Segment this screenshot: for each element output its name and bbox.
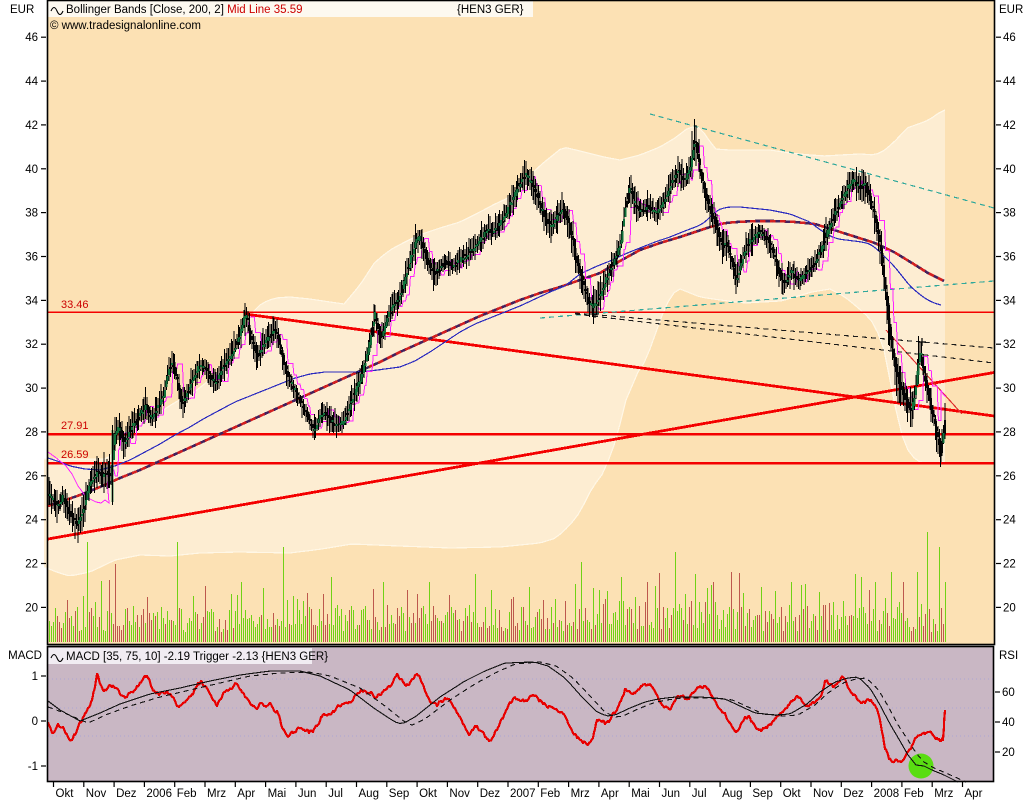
svg-text:-1: -1 <box>28 761 38 773</box>
svg-text:1: 1 <box>32 671 38 683</box>
svg-text:22: 22 <box>25 559 38 571</box>
svg-text:Jul: Jul <box>692 788 707 800</box>
svg-text:MACD [35, 75, 10] -2.19 Trigge: MACD [35, 75, 10] -2.19 Trigger -2.13 {H… <box>66 651 328 663</box>
svg-text:34: 34 <box>1003 295 1016 307</box>
svg-text:Apr: Apr <box>601 788 619 800</box>
svg-text:22: 22 <box>1003 559 1016 571</box>
svg-text:Feb: Feb <box>540 788 560 800</box>
svg-text:Aug: Aug <box>359 788 379 800</box>
svg-text:{HEN3 GER}: {HEN3 GER} <box>457 4 524 16</box>
svg-text:Feb: Feb <box>904 788 924 800</box>
svg-text:MACD: MACD <box>8 650 42 662</box>
svg-text:42: 42 <box>25 120 38 132</box>
svg-text:Jul: Jul <box>328 788 343 800</box>
svg-text:40: 40 <box>1003 164 1016 176</box>
svg-text:EUR: EUR <box>999 4 1023 16</box>
svg-text:Mrz: Mrz <box>934 788 953 800</box>
svg-text:20: 20 <box>1002 747 1015 759</box>
svg-text:33.46: 33.46 <box>61 299 89 311</box>
svg-text:40: 40 <box>1002 717 1015 729</box>
svg-text:34: 34 <box>25 295 38 307</box>
svg-text:Mrz: Mrz <box>207 788 226 800</box>
svg-text:42: 42 <box>1003 120 1016 132</box>
svg-text:Apr: Apr <box>965 788 983 800</box>
svg-text:20: 20 <box>25 602 38 614</box>
svg-text:40: 40 <box>25 164 38 176</box>
svg-text:36: 36 <box>1003 252 1016 264</box>
svg-text:32: 32 <box>25 339 38 351</box>
svg-text:Dez: Dez <box>116 788 137 800</box>
svg-text:24: 24 <box>1003 515 1016 527</box>
svg-text:44: 44 <box>1003 76 1016 88</box>
svg-text:Apr: Apr <box>237 788 255 800</box>
svg-text:0: 0 <box>32 716 38 728</box>
svg-text:46: 46 <box>1003 32 1016 44</box>
svg-text:Bollinger Bands [Close, 200, 2: Bollinger Bands [Close, 200, 2] Mid Line… <box>66 4 303 16</box>
svg-text:Sep: Sep <box>389 788 409 800</box>
svg-text:EUR: EUR <box>10 4 34 16</box>
svg-text:46: 46 <box>25 32 38 44</box>
svg-text:30: 30 <box>25 383 38 395</box>
svg-text:26: 26 <box>1003 471 1016 483</box>
svg-text:2008: 2008 <box>874 788 900 800</box>
svg-text:32: 32 <box>1003 339 1016 351</box>
svg-text:Mrz: Mrz <box>571 788 590 800</box>
svg-text:Mai: Mai <box>268 788 287 800</box>
svg-text:Nov: Nov <box>813 788 834 800</box>
svg-text:Nov: Nov <box>86 788 107 800</box>
svg-text:© www.tradesignalonline.com: © www.tradesignalonline.com <box>50 20 201 32</box>
svg-text:Mai: Mai <box>631 788 650 800</box>
svg-text:60: 60 <box>1002 687 1015 699</box>
svg-text:44: 44 <box>25 76 38 88</box>
svg-text:Feb: Feb <box>177 788 197 800</box>
svg-text:28: 28 <box>1003 427 1016 439</box>
svg-text:Nov: Nov <box>449 788 470 800</box>
svg-text:Sep: Sep <box>752 788 772 800</box>
svg-text:Jun: Jun <box>662 788 681 800</box>
svg-text:RSI: RSI <box>999 650 1018 662</box>
svg-text:20: 20 <box>1003 602 1016 614</box>
svg-text:2007: 2007 <box>510 788 536 800</box>
svg-text:Okt: Okt <box>56 788 75 800</box>
svg-text:38: 38 <box>1003 208 1016 220</box>
svg-text:26: 26 <box>25 471 38 483</box>
svg-text:30: 30 <box>1003 383 1016 395</box>
svg-text:Aug: Aug <box>722 788 742 800</box>
svg-text:36: 36 <box>25 252 38 264</box>
svg-text:Dez: Dez <box>480 788 501 800</box>
svg-text:26.59: 26.59 <box>61 449 89 461</box>
svg-text:Okt: Okt <box>783 788 802 800</box>
svg-text:2006: 2006 <box>146 788 172 800</box>
svg-text:Dez: Dez <box>843 788 864 800</box>
svg-text:28: 28 <box>25 427 38 439</box>
svg-text:24: 24 <box>25 515 38 527</box>
svg-text:Okt: Okt <box>419 788 438 800</box>
svg-text:38: 38 <box>25 208 38 220</box>
svg-text:Jun: Jun <box>298 788 317 800</box>
svg-text:27.91: 27.91 <box>61 420 89 432</box>
